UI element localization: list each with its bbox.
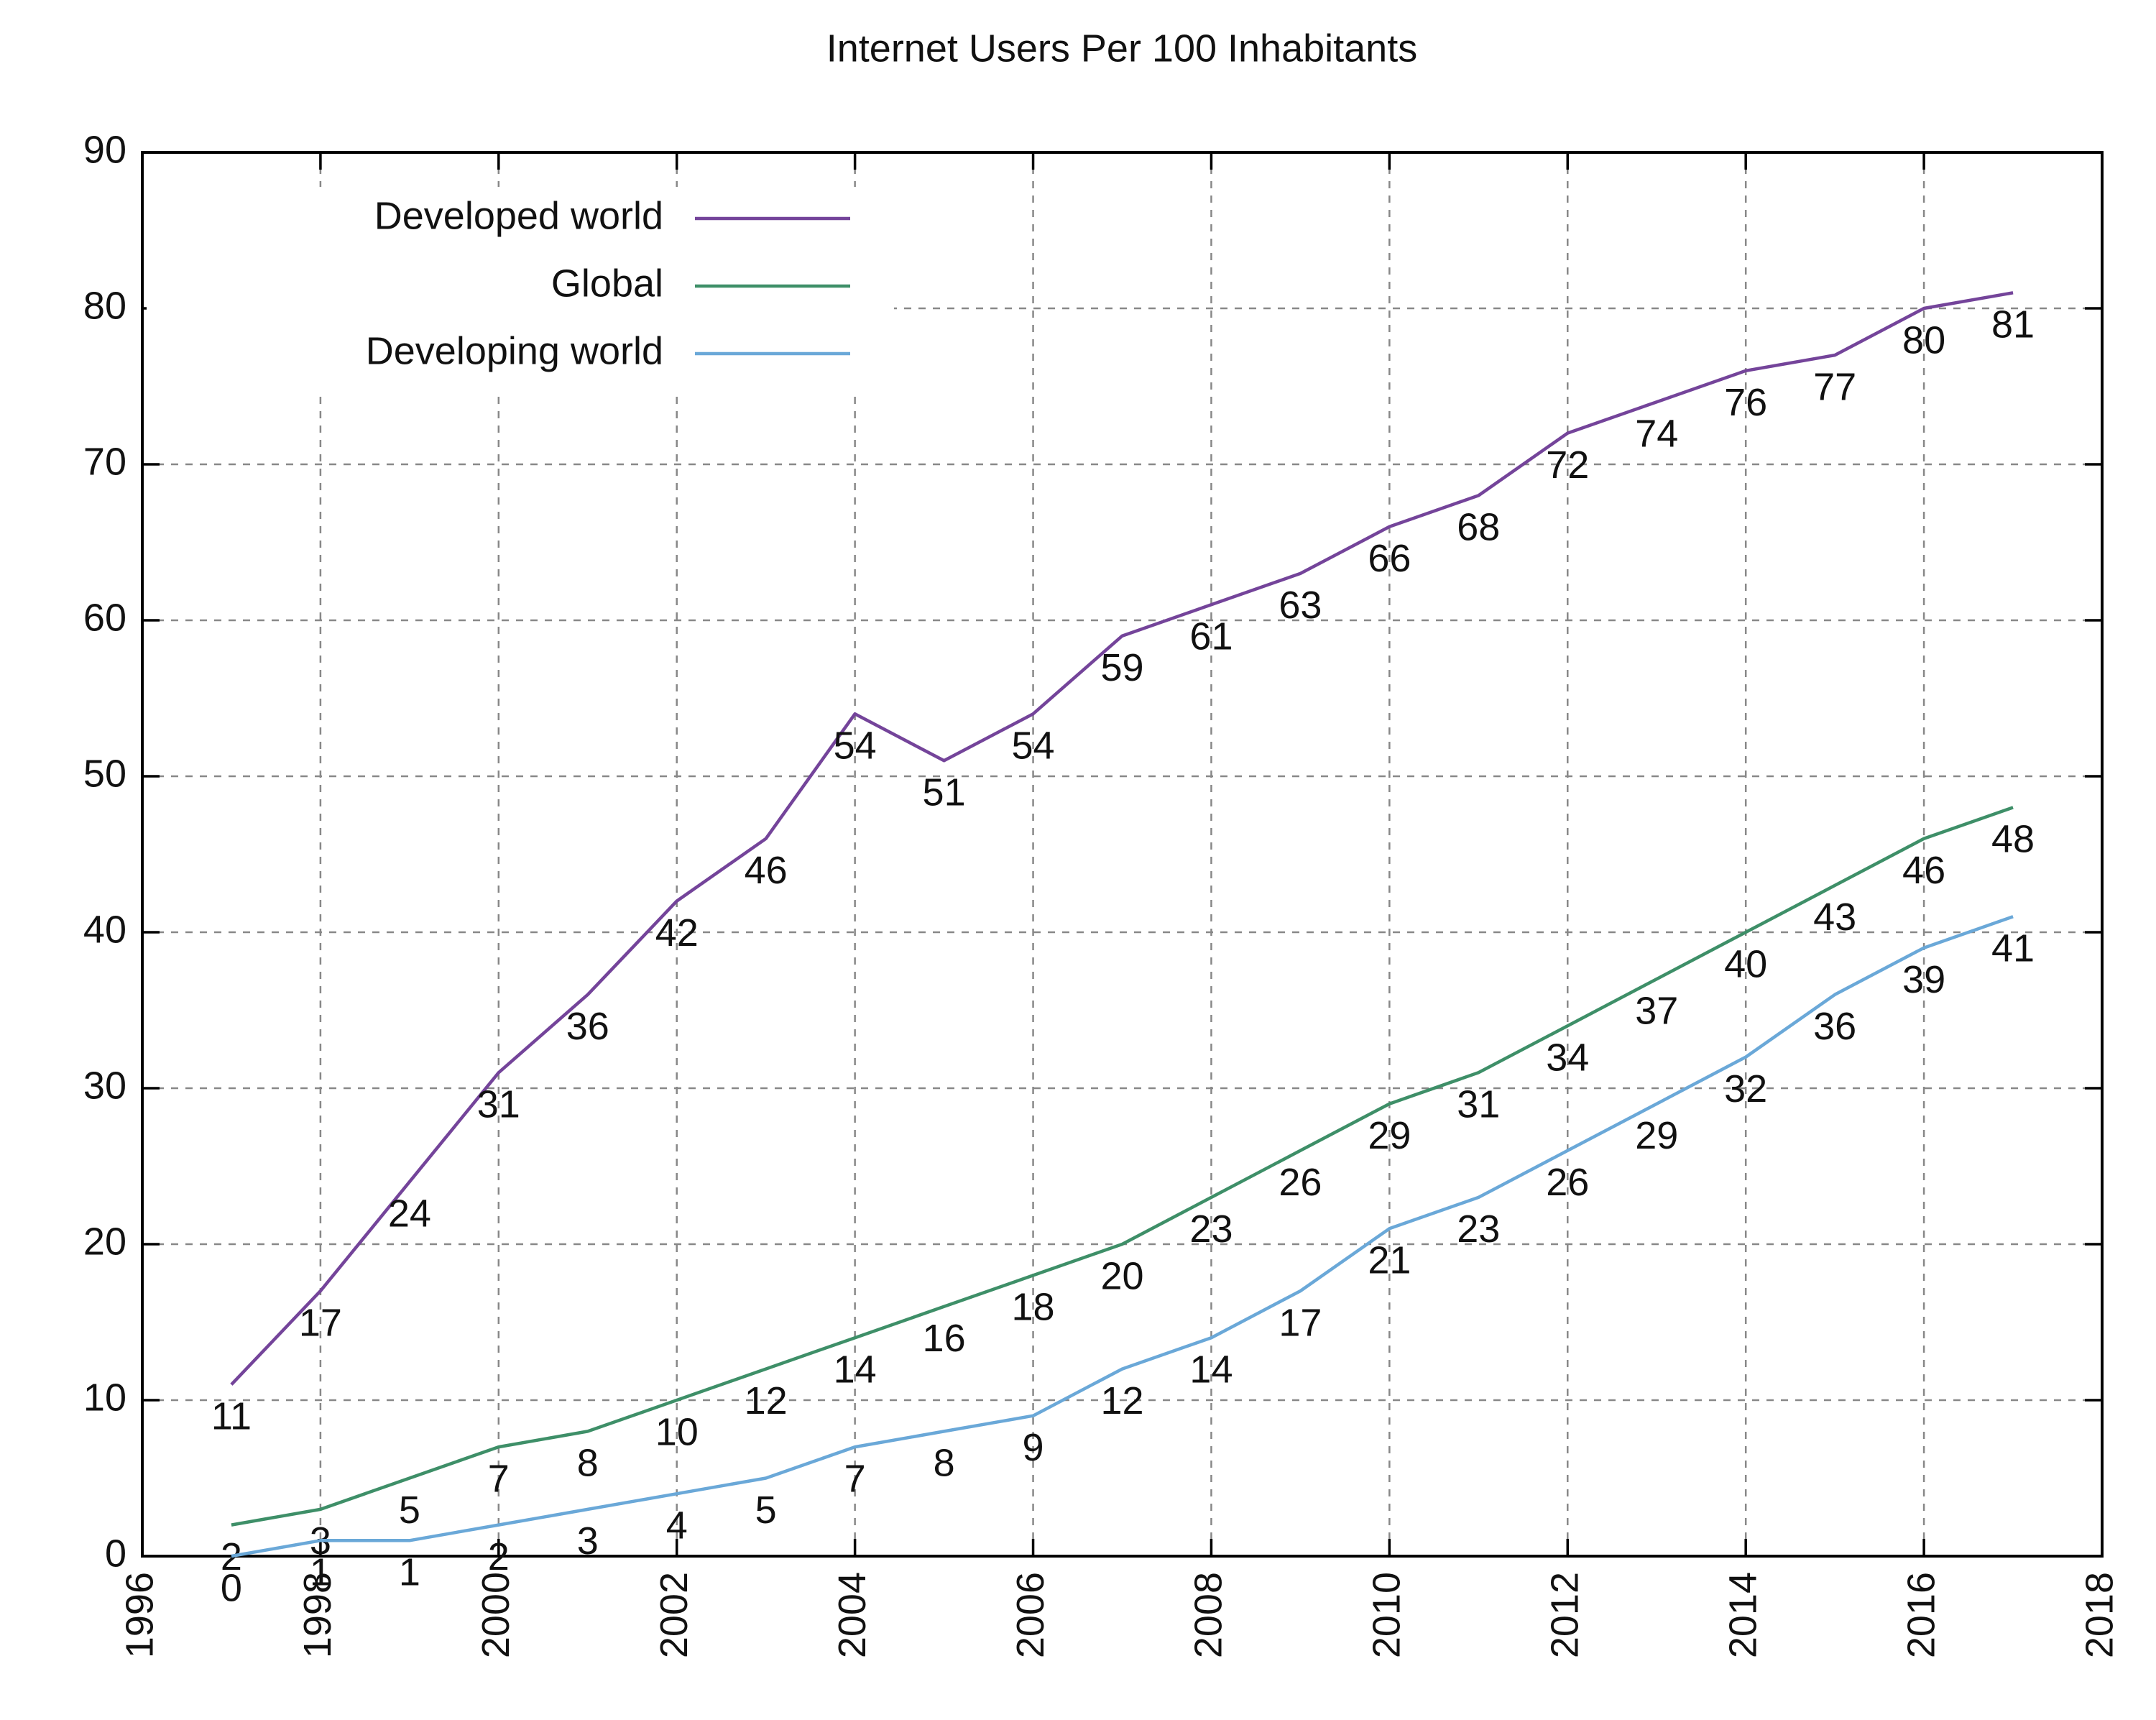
data-label: 72 [1546,443,1589,487]
data-label: 81 [1991,303,2035,346]
x-tick-label: 2008 [1187,1572,1230,1658]
data-label: 23 [1457,1208,1500,1251]
data-label: 68 [1457,506,1500,549]
x-tick-label: 2010 [1365,1572,1409,1658]
x-tick-label: 2012 [1544,1572,1587,1658]
data-label: 20 [1100,1254,1143,1297]
x-tick-label: 2002 [653,1572,696,1658]
data-label: 18 [1012,1286,1055,1329]
data-label: 41 [1991,927,2035,970]
data-label: 59 [1100,646,1143,689]
data-label: 48 [1991,818,2035,861]
data-label: 61 [1189,615,1233,658]
data-label: 26 [1279,1161,1322,1204]
data-label: 36 [566,1005,609,1048]
data-label: 14 [834,1348,877,1391]
data-label: 1 [310,1551,331,1594]
legend-background [147,187,894,397]
legend-label: Global [551,262,663,305]
data-label: 46 [745,849,788,892]
data-label: 3 [577,1519,599,1563]
x-tick-label: 2018 [2078,1572,2121,1658]
data-label: 9 [1023,1426,1044,1469]
data-label: 8 [934,1442,955,1485]
x-tick-label: 2006 [1009,1572,1052,1658]
data-label: 74 [1635,412,1678,455]
data-label: 10 [655,1410,699,1453]
data-label: 76 [1724,381,1767,424]
data-label: 26 [1546,1161,1589,1204]
data-label: 40 [1724,942,1767,985]
data-label: 5 [399,1489,420,1532]
data-label: 7 [844,1457,866,1500]
data-label: 29 [1368,1114,1411,1157]
data-label: 17 [1279,1301,1322,1344]
data-label: 54 [1012,724,1055,767]
data-label: 14 [1189,1348,1233,1391]
data-label: 63 [1279,584,1322,627]
plot-border [141,151,2104,1558]
data-label: 12 [745,1379,788,1422]
data-label: 5 [755,1489,777,1532]
data-label: 31 [1457,1083,1500,1126]
legend-label: Developed world [374,194,663,237]
x-tick-label: 1996 [118,1572,161,1658]
x-tick-label: 1998 [296,1572,339,1658]
series-line [230,291,2014,1386]
data-label: 21 [1368,1239,1411,1282]
data-label: 46 [1902,849,1945,892]
y-tick-label: 90 [83,128,126,171]
y-tick-label: 0 [105,1532,126,1575]
data-label: 23 [1189,1208,1233,1251]
data-label: 80 [1902,318,1945,362]
data-label: 24 [388,1192,431,1235]
x-tick-label: 2000 [474,1572,517,1658]
data-label: 29 [1635,1114,1678,1157]
data-label: 17 [299,1301,342,1344]
data-label: 7 [488,1457,510,1500]
series-line [231,915,2014,1558]
series-line [231,806,2014,1527]
x-tick-label: 2014 [1721,1572,1764,1658]
data-label: 66 [1368,537,1411,580]
data-label: 31 [477,1083,520,1126]
x-tick-label: 2004 [831,1572,874,1658]
y-tick-label: 20 [83,1220,126,1263]
data-label: 39 [1902,958,1945,1001]
data-label: 16 [923,1317,966,1360]
data-label: 42 [655,911,699,955]
data-label: 0 [221,1566,242,1609]
y-tick-label: 80 [83,284,126,327]
data-label: 2 [488,1535,510,1578]
data-label: 51 [923,771,966,814]
legend-label: Developing world [366,329,663,372]
y-tick-label: 70 [83,440,126,483]
y-tick-label: 30 [83,1064,126,1107]
data-label: 77 [1813,365,1856,408]
y-tick-label: 50 [83,752,126,795]
data-label: 12 [1100,1379,1143,1422]
data-label: 43 [1813,896,1856,939]
x-tick-label: 2016 [1899,1572,1943,1658]
data-label: 1 [399,1551,420,1594]
y-tick-label: 40 [83,908,126,951]
chart-title: Internet Users Per 100 Inhabitants [826,27,1417,70]
data-label: 37 [1635,989,1678,1032]
data-label: 36 [1813,1005,1856,1048]
y-tick-label: 60 [83,596,126,639]
data-label: 2 [221,1535,242,1578]
y-tick-label: 10 [83,1376,126,1419]
data-label: 4 [666,1504,688,1547]
data-label: 32 [1724,1067,1767,1110]
data-label: 11 [211,1395,252,1438]
data-label: 54 [834,724,877,767]
data-label: 34 [1546,1036,1589,1079]
data-label: 8 [577,1442,599,1485]
